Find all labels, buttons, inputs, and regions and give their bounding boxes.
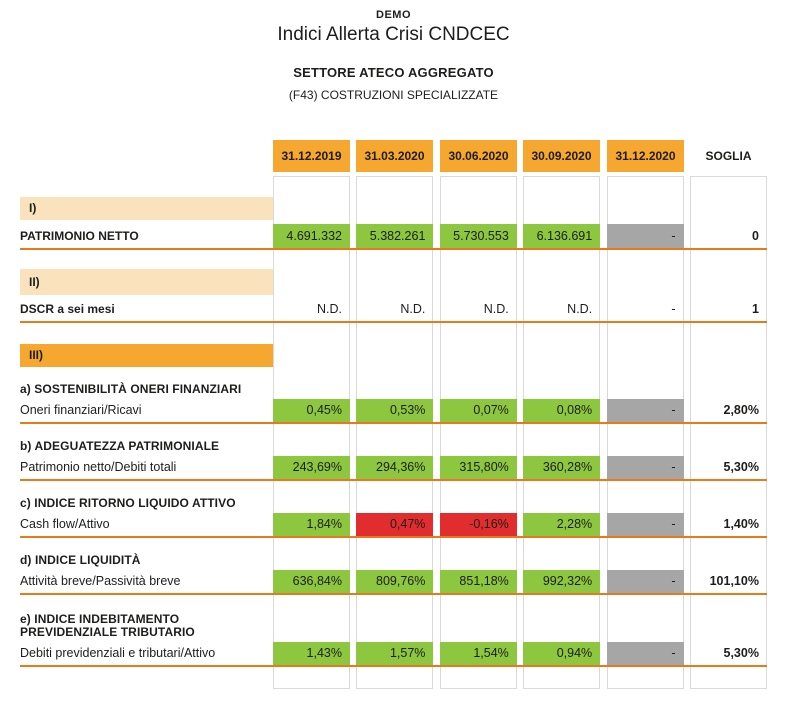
value-cell: - (606, 224, 684, 248)
value-cell: - (606, 456, 684, 479)
indicator-value-row: Patrimonio netto/Debiti totali 243,69% 29… (20, 456, 767, 481)
column-header-soglia: SOGLIA (705, 149, 752, 163)
value-cell: 809,76% (356, 570, 434, 593)
value-cell: 243,69% (273, 456, 350, 479)
value-cell: 0,08% (523, 399, 601, 422)
value-cell: -0,16% (439, 513, 517, 536)
indicator-value-row: Cash flow/Attivo 1,84% 0,47% -0,16% 2,28% - 1… (20, 513, 767, 538)
indicator-row: PATRIMONIO NETTO 4.691.332 5.382.261 5.730… (20, 224, 767, 250)
section-band-3: III) (20, 344, 273, 367)
column-card (607, 176, 684, 689)
column-header-date-3: 30.06.2020 (440, 140, 517, 172)
value-cell: 0,45% (273, 399, 350, 422)
soglia-cell: 101,10% (709, 574, 759, 588)
soglia-cell: 2,80% (723, 403, 759, 417)
sector-heading: SETTORE ATECO AGGREGATO (293, 65, 494, 80)
value-cell: N.D. (317, 302, 342, 316)
value-cell: 992,32% (523, 570, 601, 593)
indicator-heading: a) SOSTENIBILITÀ ONERI FINANZIARI (20, 382, 242, 396)
value-cell: - (671, 302, 676, 316)
indicator-value-row: PATRIMONIO NETTO 4.691.332 5.382.261 5.730… (20, 224, 767, 250)
column-card (523, 176, 600, 689)
indicator-heading: e) INDICE INDEBITAMENTO PREVIDENZIALE TR… (20, 612, 195, 639)
value-cell: 1,43% (273, 642, 350, 665)
indicator-value-row: Attività breve/Passività breve 636,84% 80… (20, 570, 767, 595)
value-cell: N.D. (483, 302, 509, 316)
indicator-row: DSCR a sei mesi N.D. N.D. N.D. N.D. - 1 (20, 297, 767, 323)
indicator-label: Cash flow/Attivo (20, 517, 110, 531)
value-cell: 315,80% (439, 456, 517, 479)
indicator-label: Debiti previdenziali e tributari/Attivo (20, 646, 216, 660)
page-title: Indici Allerta Crisi CNDCEC (277, 24, 510, 45)
column-header-date-5: 31.12.2020 (607, 140, 684, 172)
indicator-heading: b) ADEGUATEZZA PATRIMONIALE (20, 439, 220, 453)
value-cell: N.D. (400, 302, 426, 316)
indicator-row: d) INDICE LIQUIDITÀ Attività breve/Passi… (20, 554, 767, 595)
indicator-row: b) ADEGUATEZZA PATRIMONIALE Patrimonio n… (20, 440, 767, 481)
column-header-date-1: 31.12.2019 (273, 140, 350, 172)
demo-badge: DEMO (376, 9, 411, 21)
value-cell: 0,47% (356, 513, 434, 536)
value-cell: N.D. (567, 302, 593, 316)
section-band-2: II) (20, 269, 273, 295)
value-cell: 636,84% (273, 570, 350, 593)
indicator-heading: c) INDICE RITORNO LIQUIDO ATTIVO (20, 496, 236, 510)
value-cell: 1,84% (273, 513, 350, 536)
value-cell: 294,36% (356, 456, 434, 479)
value-cell: 1,54% (439, 642, 517, 665)
soglia-cell: 5,30% (723, 460, 759, 474)
value-cell: 5.730.553 (439, 224, 517, 248)
value-cell: - (606, 642, 684, 665)
value-cell: 851,18% (439, 570, 517, 593)
indicator-row: e) INDICE INDEBITAMENTO PREVIDENZIALE TR… (20, 613, 767, 667)
soglia-cell: 1 (752, 302, 759, 316)
column-card (356, 176, 433, 689)
value-cell: 2,28% (523, 513, 601, 536)
value-cell: 6.136.691 (523, 224, 601, 248)
indicator-value-row: DSCR a sei mesi N.D. N.D. N.D. N.D. - 1 (20, 297, 767, 323)
value-cell: 360,28% (523, 456, 601, 479)
value-cell: - (606, 513, 684, 536)
soglia-cell: 5,30% (723, 646, 759, 660)
indicator-label: DSCR a sei mesi (20, 302, 115, 316)
column-header-date-4: 30.09.2020 (523, 140, 600, 172)
column-card (273, 176, 350, 689)
value-cell: - (606, 570, 684, 593)
value-cell: 0,53% (356, 399, 434, 422)
indicator-heading: d) INDICE LIQUIDITÀ (20, 553, 141, 567)
column-card (690, 176, 767, 689)
indicator-label: Attività breve/Passività breve (20, 574, 181, 588)
indicator-row: c) INDICE RITORNO LIQUIDO ATTIVO Cash fl… (20, 497, 767, 538)
soglia-cell: 0 (752, 229, 759, 243)
value-cell: 4.691.332 (273, 224, 350, 248)
value-cell: - (606, 399, 684, 422)
section-band-1: I) (20, 197, 273, 220)
value-cell: 0,94% (523, 642, 601, 665)
value-cell: 0,07% (439, 399, 517, 422)
indicator-value-row: Debiti previdenziali e tributari/Attivo … (20, 642, 767, 667)
value-cell: 1,57% (356, 642, 434, 665)
indicator-value-row: Oneri finanziari/Ricavi 0,45% 0,53% 0,07% 0… (20, 399, 767, 424)
soglia-cell: 1,40% (723, 517, 759, 531)
indicator-label: Patrimonio netto/Debiti totali (20, 460, 177, 474)
value-cell: 5.382.261 (356, 224, 434, 248)
indicator-row: a) SOSTENIBILITÀ ONERI FINANZIARI Oneri … (20, 383, 767, 424)
sector-code: (F43) COSTRUZIONI SPECIALIZZATE (288, 88, 499, 102)
indicator-label: Oneri finanziari/Ricavi (20, 403, 142, 417)
indicator-label: PATRIMONIO NETTO (20, 229, 139, 243)
column-card (440, 176, 517, 689)
column-header-date-2: 31.03.2020 (356, 140, 433, 172)
